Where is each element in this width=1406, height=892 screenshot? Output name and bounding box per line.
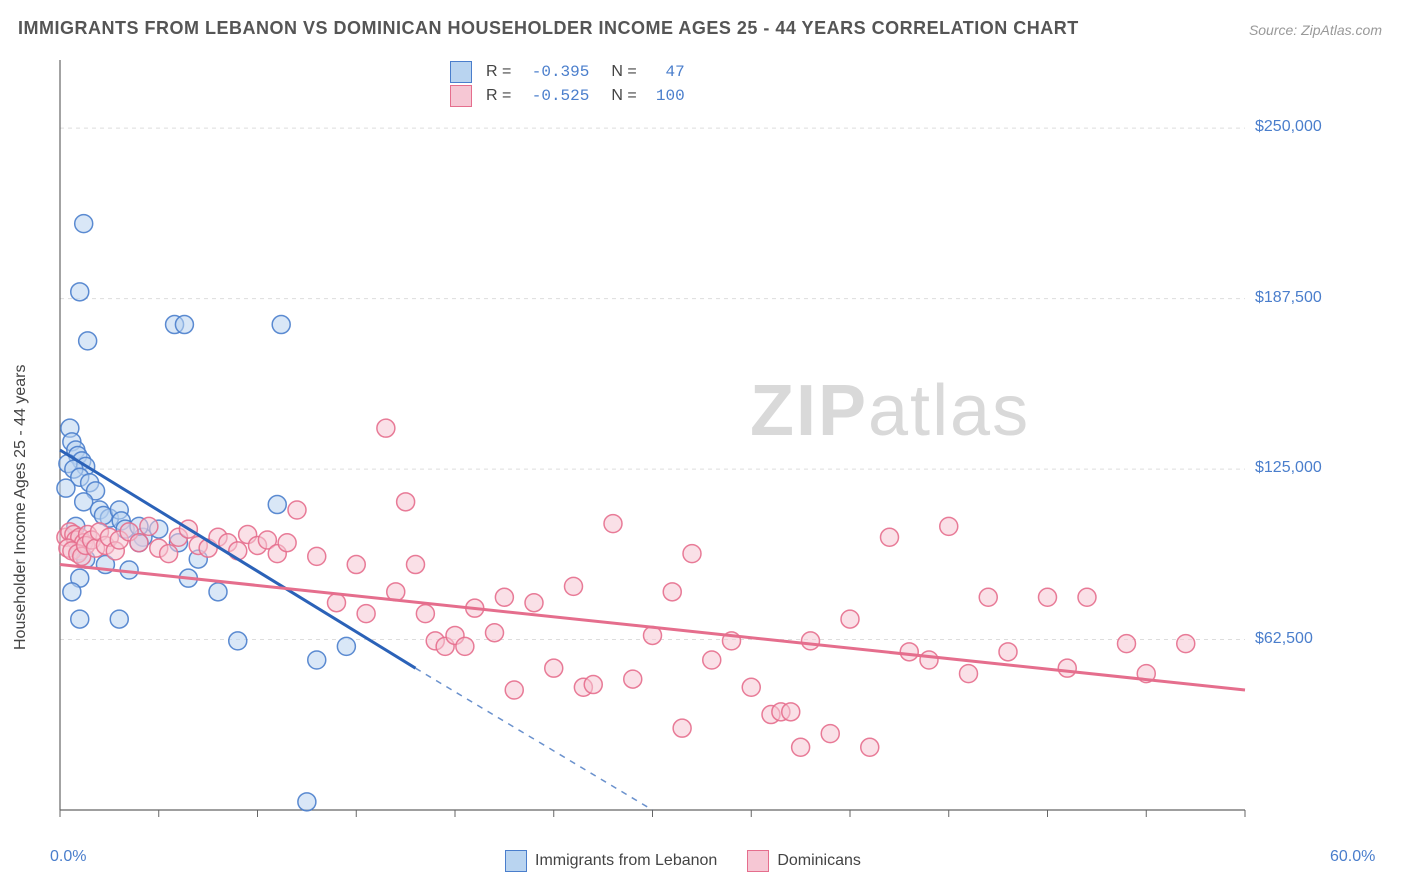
n-label: N = (611, 63, 636, 81)
legend-swatch (747, 850, 769, 872)
correlation-legend: R = -0.395 N = 47 R = -0.525 N = 100 (450, 60, 685, 108)
correlation-legend-row: R = -0.525 N = 100 (450, 84, 685, 108)
series-legend-label: Dominicans (777, 852, 861, 870)
source-attribution: Source: ZipAtlas.com (1249, 22, 1382, 38)
y-axis-label: Householder Income Ages 25 - 44 years (12, 365, 30, 651)
chart-container: IMMIGRANTS FROM LEBANON VS DOMINICAN HOU… (0, 0, 1406, 892)
y-tick-label: $62,500 (1255, 630, 1313, 648)
x-axis-max-label: 60.0% (1330, 848, 1375, 866)
scatter-chart-svg (55, 55, 1345, 825)
r-label: R = (486, 87, 511, 105)
legend-swatch (450, 85, 472, 107)
series-legend-item: Immigrants from Lebanon (505, 850, 717, 872)
series-legend-label: Immigrants from Lebanon (535, 852, 717, 870)
series-legend: Immigrants from Lebanon Dominicans (505, 850, 861, 872)
r-value: -0.525 (519, 87, 589, 105)
legend-swatch (450, 61, 472, 83)
r-label: R = (486, 63, 511, 81)
correlation-legend-row: R = -0.395 N = 47 (450, 60, 685, 84)
r-value: -0.395 (519, 63, 589, 81)
n-value: 100 (645, 87, 685, 105)
x-axis-min-label: 0.0% (50, 848, 86, 866)
y-tick-label: $187,500 (1255, 289, 1322, 307)
series-legend-item: Dominicans (747, 850, 861, 872)
chart-area (55, 55, 1345, 825)
chart-title: IMMIGRANTS FROM LEBANON VS DOMINICAN HOU… (18, 18, 1079, 39)
y-tick-label: $125,000 (1255, 459, 1322, 477)
y-tick-label: $250,000 (1255, 118, 1322, 136)
n-label: N = (611, 87, 636, 105)
legend-swatch (505, 850, 527, 872)
n-value: 47 (645, 63, 685, 81)
